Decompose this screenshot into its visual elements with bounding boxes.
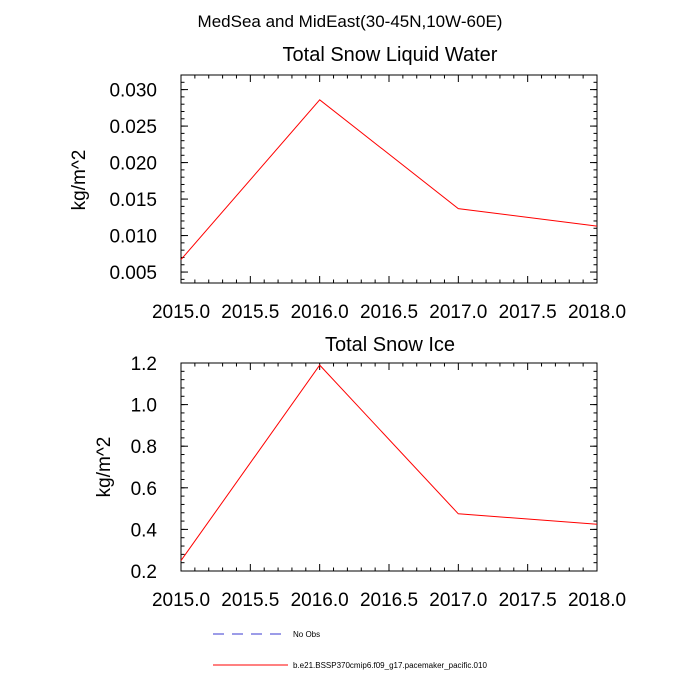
series-line	[180, 99, 598, 260]
y-tick-label: 0.005	[109, 263, 157, 284]
y-tick-label: 0.030	[109, 81, 157, 102]
x-tick-label: 2016.0	[291, 302, 349, 323]
x-tick-label: 2018.0	[568, 302, 626, 323]
y-axis-label: kg/m^2	[94, 437, 115, 498]
y-tick-label: 0.2	[131, 562, 157, 583]
x-tick-label: 2018.0	[568, 590, 626, 611]
y-tick-label: 0.015	[109, 190, 157, 211]
figure-suptitle: MedSea and MidEast(30-45N,10W-60E)	[198, 12, 503, 31]
x-tick-label: 2017.5	[499, 302, 557, 323]
y-axis-label: kg/m^2	[69, 150, 90, 211]
x-tick-label: 2016.5	[360, 302, 418, 323]
x-tick-label: 2017.0	[429, 302, 487, 323]
y-tick-label: 0.6	[131, 479, 157, 500]
legend-label-no-obs: No Obs	[293, 630, 320, 639]
x-tick-label: 2015.5	[221, 302, 279, 323]
y-tick-label: 0.4	[131, 520, 158, 541]
panel-snow-liquid-water: Total Snow Liquid Water kg/m^2 2015.0 201…	[69, 44, 626, 323]
legend: No Obs b.e21.BSSP370cmip6.f09_g17.pacema…	[213, 630, 487, 670]
plot-frame	[180, 362, 598, 572]
x-tick-label: 2016.0	[291, 590, 349, 611]
x-tick-label: 2015.0	[152, 302, 210, 323]
x-tick-label: 2015.5	[221, 590, 279, 611]
y-tick-label: 0.8	[131, 437, 157, 458]
legend-label-model: b.e21.BSSP370cmip6.f09_g17.pacemaker_pac…	[293, 661, 487, 670]
y-tick-label: 0.020	[109, 154, 157, 175]
panel-title: Total Snow Ice	[325, 334, 455, 356]
y-tick-label: 0.025	[109, 117, 157, 138]
panel-snow-ice: Total Snow Ice kg/m^2 2015.0 2015.5 2016.0…	[94, 334, 626, 611]
plot-frame	[180, 74, 598, 284]
x-tick-label: 2016.5	[360, 590, 418, 611]
x-tick-label: 2017.0	[429, 590, 487, 611]
y-tick-label: 1.0	[131, 396, 157, 417]
x-tick-label: 2017.5	[499, 590, 557, 611]
panel-title: Total Snow Liquid Water	[283, 44, 498, 66]
series-line	[180, 364, 598, 561]
x-tick-label: 2015.0	[152, 590, 210, 611]
y-tick-label: 0.010	[109, 227, 157, 248]
y-tick-label: 1.2	[131, 354, 157, 375]
